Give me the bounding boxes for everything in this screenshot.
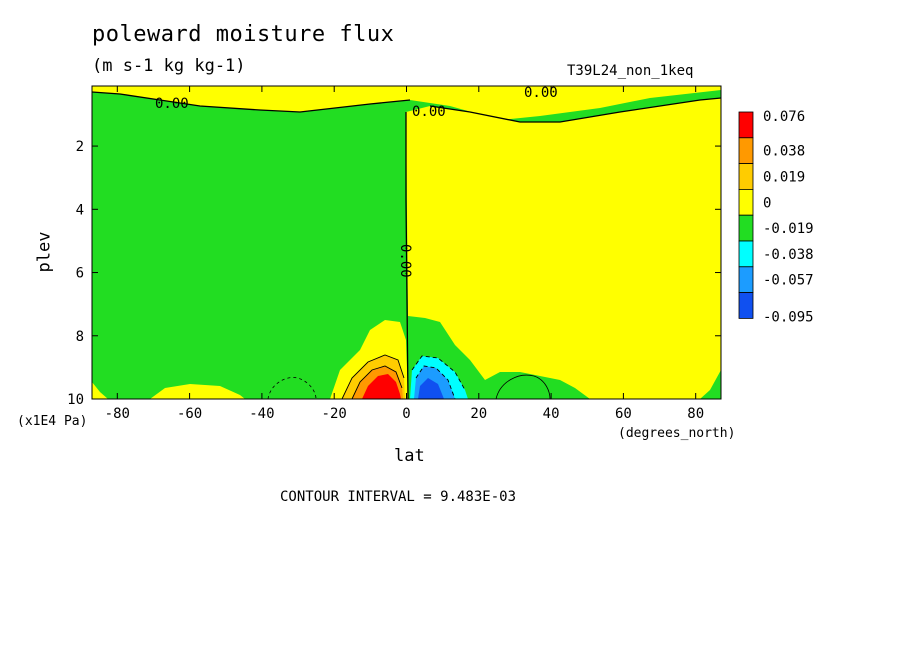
x-tick-label: -20 (322, 406, 347, 422)
zero-contour-top-left (91, 91, 411, 113)
contour-nh-cell (495, 374, 551, 400)
colorbar-level-label: -0.095 (763, 309, 814, 325)
x-tick-label: 0 (402, 406, 410, 422)
contour-nh-minimum (411, 355, 466, 400)
y-tick-label: 6 (76, 266, 84, 282)
contour-sh-maximum (341, 354, 405, 400)
colorbar-swatch (738, 188, 754, 216)
colorbar-level-label: 0 (763, 195, 771, 211)
run-name: T39L24_non_1keq (567, 63, 694, 79)
region-positive-sh-left (150, 384, 245, 399)
colorbar-level-label: 0.076 (763, 109, 805, 125)
x-axis-label: lat (394, 446, 425, 466)
y-tick-label: 2 (76, 139, 84, 155)
contour-label-top-left: 0.00 (155, 96, 189, 112)
contour-label-equator: 0.00 (397, 244, 413, 278)
chart-units: (m s-1 kg kg-1) (92, 56, 246, 76)
x-tick-label: 80 (687, 406, 704, 422)
region-positive-red (362, 374, 401, 399)
y-tick-label: 8 (76, 329, 84, 345)
colorbar-level-label: -0.019 (763, 221, 814, 237)
zero-contour-equator (405, 112, 409, 400)
y-tick-label: 4 (76, 202, 84, 218)
region-positive-nh (406, 98, 721, 399)
colorbar-swatch (738, 266, 754, 293)
colorbar-swatch (738, 163, 754, 190)
contour-dashed-sh-cell (267, 377, 317, 400)
x-axis-unit: (degrees_north) (618, 426, 736, 441)
colorbar-level-label: -0.038 (763, 247, 814, 263)
y-axis: 2 4 6 8 10 (67, 139, 721, 408)
contour-label-top-right: 0.00 (524, 85, 558, 101)
contour-interval-text: CONTOUR INTERVAL = 9.483E-03 (280, 489, 517, 505)
chart-title: poleward moisture flux (92, 22, 395, 47)
colorbar-level-label: 0.019 (763, 170, 805, 186)
x-tick-label: -60 (177, 406, 202, 422)
x-tick-label: 40 (543, 406, 560, 422)
colorbar-swatch (738, 292, 754, 319)
x-axis: -80 -60 -40 -20 0 20 40 60 80 (105, 86, 704, 422)
colorbar-level-label: 0.038 (763, 144, 805, 160)
region-positive-sh-edge (92, 382, 108, 399)
zero-contour-top-right (429, 97, 722, 123)
x-tick-label: -80 (105, 406, 130, 422)
x-tick-label: 60 (615, 406, 632, 422)
colorbar-swatch (738, 214, 754, 242)
contour-label-top-center: 0.00 (412, 104, 446, 120)
colorbar-swatch (738, 137, 754, 165)
x-tick-label: 20 (470, 406, 487, 422)
colorbar-swatch (738, 240, 754, 268)
region-negative-blue (418, 378, 444, 399)
colorbar-level-label: -0.057 (763, 273, 814, 289)
x-tick-label: -40 (249, 406, 274, 422)
region-positive-top-band (92, 86, 721, 120)
y-tick-label: 10 (67, 392, 84, 408)
y-axis-unit: (x1E4 Pa) (17, 414, 88, 429)
colorbar-swatch (738, 111, 754, 139)
colorbar: 0.076 0.038 0.019 0 -0.019 -0.038 -0.057 -0.095 (738, 109, 814, 325)
